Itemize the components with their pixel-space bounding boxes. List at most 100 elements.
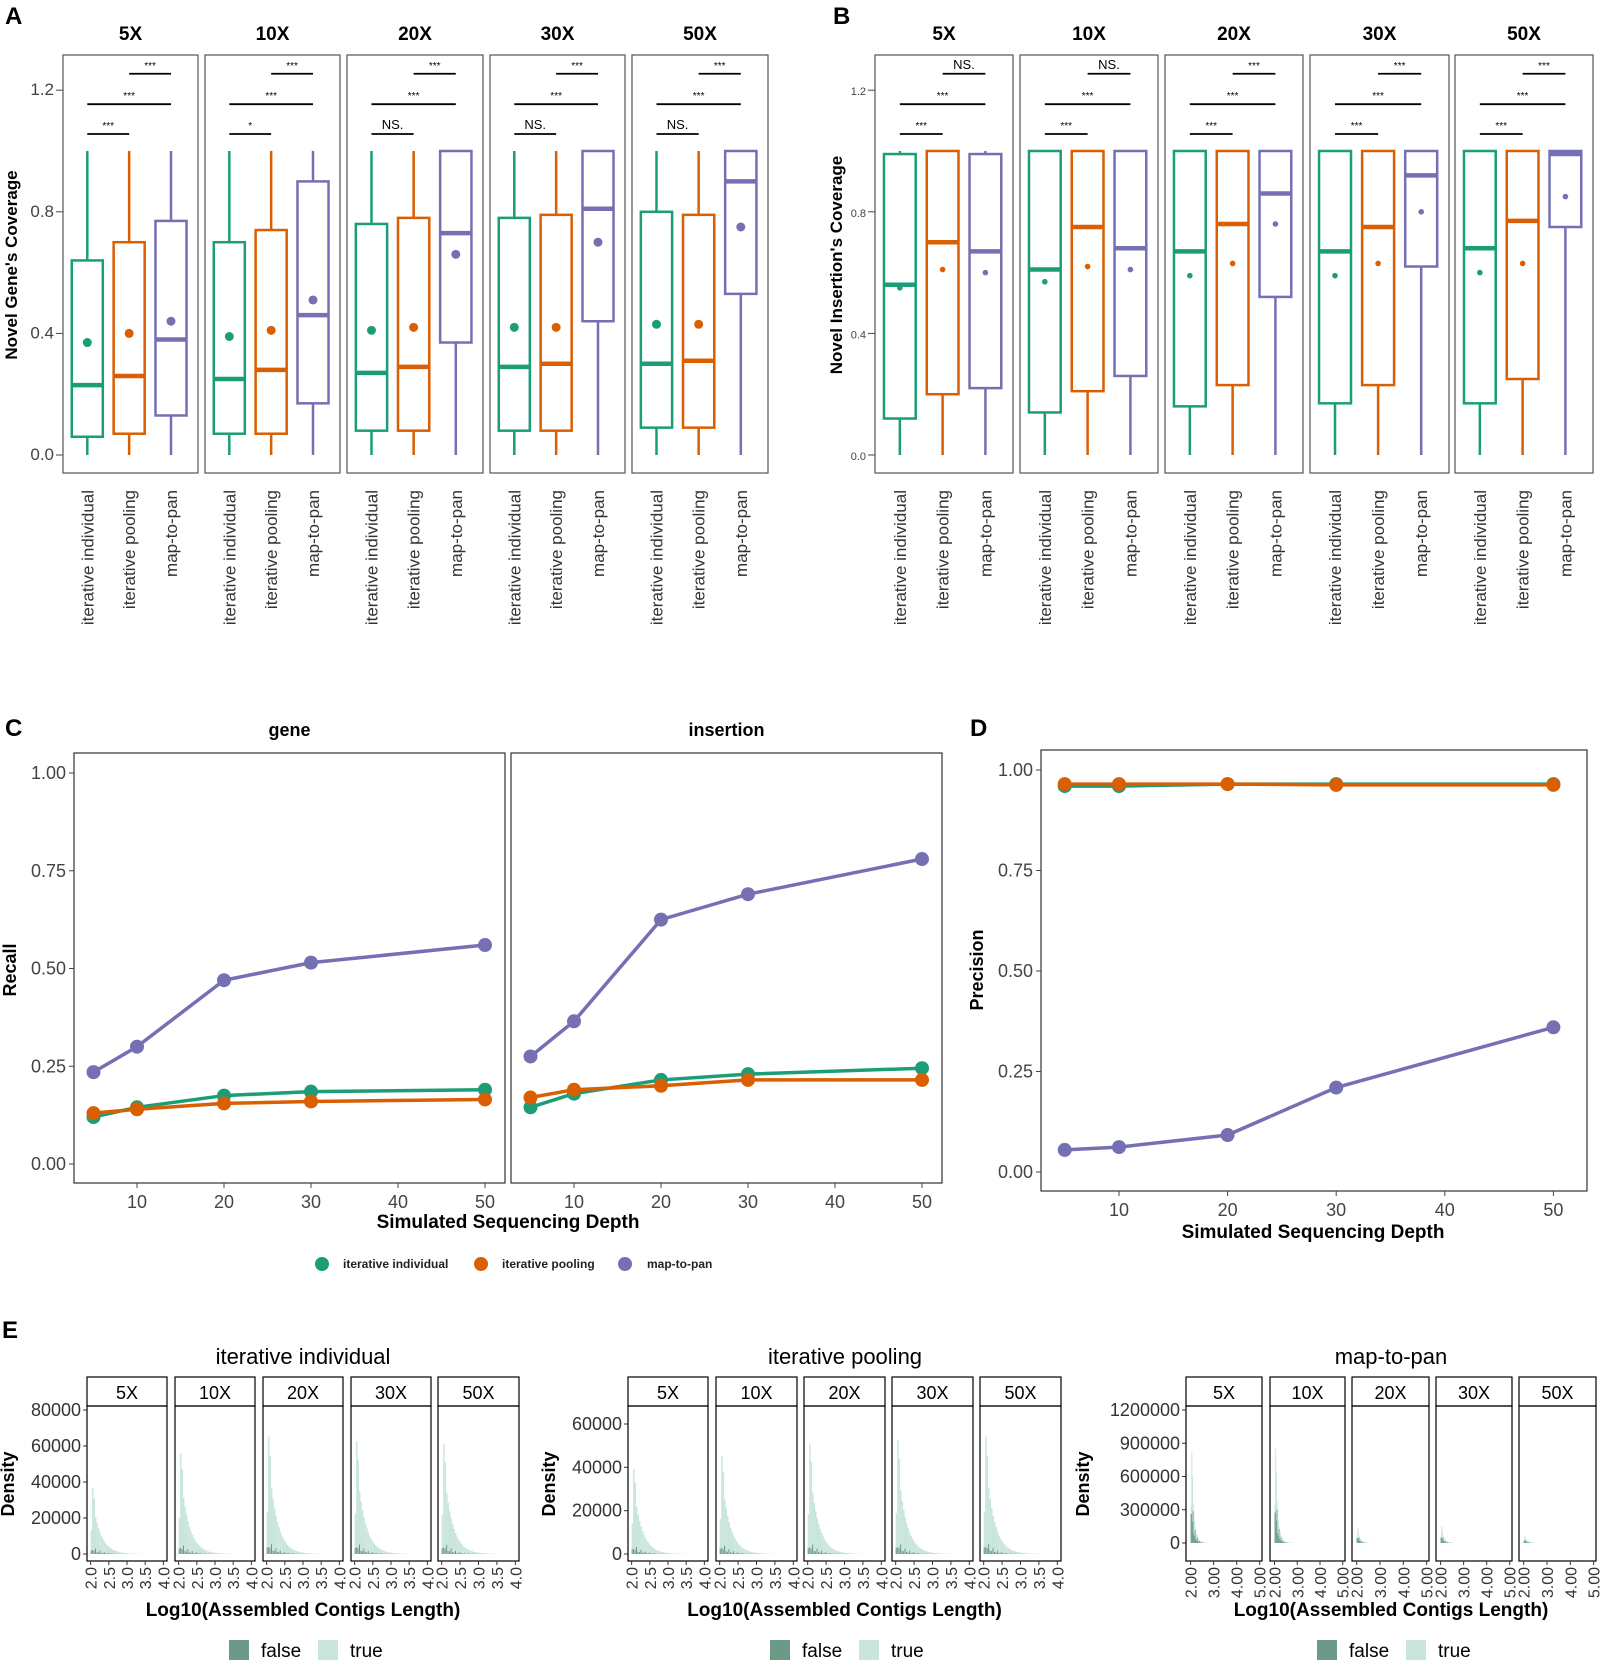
y-tick-label: 0.50	[31, 959, 66, 979]
x-tick-label: 2.0	[801, 1567, 818, 1589]
histogram-bar-true	[1524, 1535, 1526, 1543]
mean-point	[651, 319, 661, 329]
histogram-bar-false	[366, 1552, 368, 1554]
histogram-bar-true	[935, 1553, 937, 1554]
x-tick-label: 2.5	[995, 1567, 1012, 1589]
histogram-bar-false	[636, 1546, 637, 1554]
histogram-bar-true	[1021, 1552, 1024, 1554]
legend-label: true	[350, 1641, 383, 1662]
box-iqr	[1070, 149, 1105, 393]
histogram-bar-true	[446, 1492, 448, 1554]
histogram-bar-true	[471, 1551, 473, 1554]
histogram-bar-false	[719, 1548, 721, 1554]
histogram-bar-true	[359, 1491, 361, 1554]
facet-30X	[1309, 54, 1450, 474]
data-point	[478, 1092, 492, 1107]
x-tick-label: iterative pooling	[1224, 490, 1243, 609]
significance-label: ***	[1227, 91, 1239, 102]
histogram-bar-false	[268, 1546, 270, 1554]
significance-label: NS.	[524, 117, 546, 132]
x-tick-label: 4.0	[332, 1567, 349, 1589]
histogram-bar-true	[469, 1550, 472, 1554]
histogram-bar-true	[1527, 1541, 1529, 1543]
significance-label: ***	[1082, 91, 1094, 102]
histogram-bar-true	[184, 1507, 186, 1554]
facet-strip-label: 20X	[1374, 1383, 1406, 1403]
facet-strip	[715, 1376, 798, 1407]
histogram-bar-true	[209, 1551, 211, 1554]
x-tick-label: 40	[1435, 1200, 1455, 1220]
histogram-bar-true	[1198, 1539, 1200, 1543]
histogram-bar-false	[103, 1552, 105, 1554]
x-tick-label: 2.0	[889, 1567, 906, 1589]
histogram-bar-true	[354, 1513, 357, 1554]
x-tick-label: 2.0	[435, 1567, 452, 1589]
series-line-map-to-pan	[1064, 1025, 1554, 1152]
histogram-bar-true	[204, 1550, 207, 1554]
significance-label: ***	[102, 121, 114, 132]
y-tick-label: 20000	[572, 1501, 622, 1521]
histogram-bar-true	[1286, 1542, 1288, 1543]
facet-strip-label: 50X	[462, 1383, 494, 1403]
histogram-bar-true	[826, 1543, 829, 1554]
histogram-bar-true	[206, 1550, 208, 1554]
histogram-bar-true	[383, 1551, 386, 1554]
y-tick-label: 0.8	[851, 208, 866, 220]
facet-strip-label: 10X	[1291, 1383, 1323, 1403]
significance-label: ***	[286, 61, 298, 72]
x-axis-title: Log10(Assembled Contigs Length)	[687, 1600, 1002, 1621]
histogram-bar-false	[813, 1550, 815, 1554]
x-tick-label: 3.5	[138, 1567, 155, 1589]
histogram-bar-false	[446, 1544, 448, 1554]
x-tick-label: iterative pooling	[690, 490, 709, 609]
histogram-bar-false	[1010, 1553, 1012, 1554]
x-tick-label: 2.0	[260, 1567, 277, 1589]
histogram-bar-false	[450, 1548, 452, 1554]
histogram-bar-true	[298, 1551, 301, 1554]
histogram-bar-false	[281, 1552, 283, 1554]
histogram-bar-false	[828, 1553, 830, 1554]
x-tick-label: iterative individual	[1471, 490, 1490, 625]
histogram-bar-false	[456, 1552, 458, 1554]
histogram-bar-true	[1361, 1541, 1363, 1543]
mean-point	[266, 325, 276, 335]
legend-label: true	[1438, 1641, 1471, 1662]
histogram-bar-true	[1357, 1528, 1359, 1543]
histogram-bar-false	[732, 1551, 734, 1554]
histogram-bar-true	[744, 1549, 747, 1554]
histogram-bar-true	[210, 1552, 213, 1554]
facet-strip	[803, 1376, 886, 1407]
histogram-bar-false	[285, 1553, 287, 1554]
histogram-bar-false	[112, 1553, 114, 1554]
histogram-bar-false	[898, 1548, 900, 1554]
histogram-bar-false	[999, 1553, 1001, 1554]
histogram-bar-true	[479, 1553, 482, 1554]
histogram-bar-true	[999, 1538, 1002, 1554]
histogram-bar-false	[193, 1553, 195, 1554]
x-tick-label: 3.00	[1290, 1567, 1307, 1598]
histogram-bar-false	[729, 1552, 731, 1554]
x-tick-label: 50	[475, 1192, 495, 1212]
x-tick-label: 3.0	[296, 1567, 313, 1589]
x-tick-label: 4.0	[508, 1567, 525, 1589]
histogram-bar-true	[454, 1533, 457, 1554]
histogram-bar-false	[917, 1552, 919, 1554]
x-tick-label: iterative pooling	[1369, 490, 1388, 609]
significance-label: ***	[1351, 121, 1363, 132]
box-iterative-pooling	[396, 151, 431, 455]
y-tick-label: 80000	[31, 1400, 81, 1420]
histogram-bar-true	[825, 1541, 827, 1554]
histogram-bar-true	[646, 1540, 648, 1554]
histogram-bar-true	[127, 1553, 129, 1554]
histogram-bar-true	[373, 1543, 375, 1554]
histogram-bar-false	[1280, 1540, 1281, 1543]
significance-label: ***	[915, 121, 927, 132]
histogram-bar-true	[1528, 1542, 1530, 1543]
histogram-bar-true	[310, 1553, 312, 1554]
histogram-bar-true	[183, 1497, 185, 1554]
histogram-bar-false	[916, 1553, 918, 1554]
histogram-bar-true	[812, 1492, 814, 1554]
mean-point	[509, 322, 519, 332]
histogram-bar-true	[917, 1546, 920, 1554]
box-iterative-individual	[497, 151, 532, 455]
